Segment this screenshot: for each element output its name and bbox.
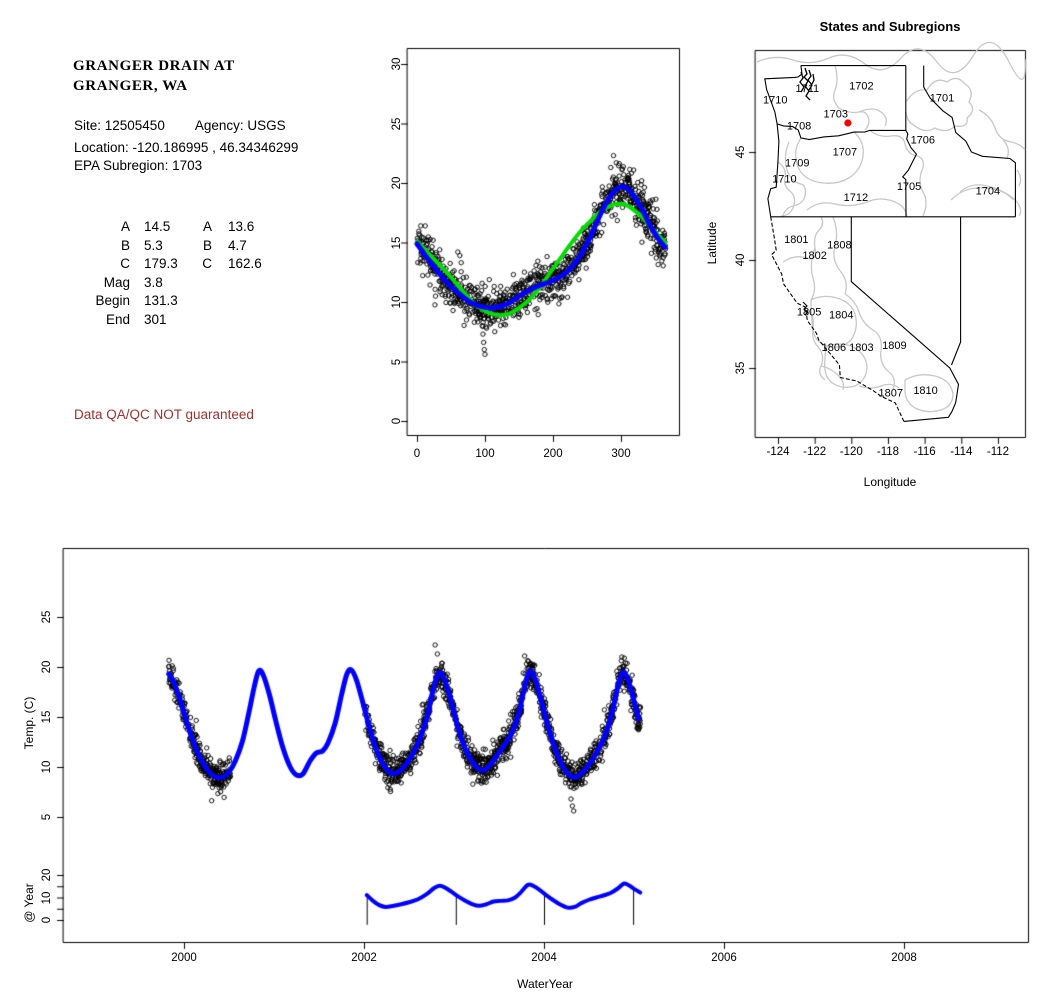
subregion-label-1808: 1808 (827, 239, 851, 251)
param-value: 5.3 (144, 237, 163, 253)
map-dynamic-layer: 1702 1711 1710 1701 1703 1708 1706 1707 1709 1710… (763, 81, 1000, 400)
subregion-label-1801: 1801 (784, 234, 808, 246)
agency: Agency: USGS (194, 118, 286, 133)
epa-subregion-line: EPA Subregion: 1703 (74, 158, 203, 173)
param-row: B 4.7 (196, 237, 262, 256)
param-value: 179.3 (144, 256, 178, 272)
subregion-label-1710: 1710 (772, 174, 796, 186)
param-value: 3.8 (144, 274, 163, 290)
param-value: 162.6 (228, 256, 262, 272)
subregion-label-1807: 1807 (878, 387, 902, 399)
subregion-label-1705: 1705 (897, 181, 921, 193)
param-row: C 179.3 (72, 255, 178, 274)
subregion-label-1806: 1806 (822, 342, 846, 354)
state-borders (764, 65, 1016, 422)
param-label: End (105, 311, 130, 327)
param-row: Mag 3.8 (72, 274, 178, 293)
subregion-label-1809: 1809 (882, 340, 906, 352)
param-row: C 162.6 (196, 255, 262, 274)
param-row: A 14.5 (72, 218, 178, 237)
fit-parameters-col1: A 14.5 B 5.3 C 179.3 Mag 3.8 Begin 131.3 End 301 (72, 218, 178, 330)
subregion-label-1712: 1712 (844, 192, 868, 204)
subregion-label-1805: 1805 (797, 306, 821, 318)
location-line: Location: -120.186995 , 46.34346299 (74, 140, 299, 155)
nv-ut-az-border (950, 216, 962, 366)
subregion-label-1707: 1707 (833, 147, 857, 159)
subregion-label-1804: 1804 (829, 310, 853, 322)
param-label: B (202, 237, 212, 253)
ca-nv-border (850, 216, 960, 422)
subregion-label-1701: 1701 (930, 93, 954, 105)
subregion-label-1710: 1710 (763, 95, 787, 107)
subregion-label-1702: 1702 (849, 81, 873, 93)
coastline-north (764, 65, 803, 217)
subregion-label-1706: 1706 (911, 135, 935, 147)
fit-parameters-col2: A 13.6 B 4.7 C 162.6 (196, 218, 262, 274)
param-row: B 5.3 (72, 237, 178, 256)
param-value: 13.6 (228, 219, 255, 234)
param-label: C (120, 256, 130, 272)
wa-id-or-border (901, 65, 918, 217)
site-location-dot (844, 119, 852, 127)
subregion-label-1802: 1802 (802, 250, 826, 262)
param-label: A (120, 219, 130, 234)
states-subregions-map: 1702 1711 1710 1701 1703 1708 1706 1707 1709 1710… (756, 41, 1026, 422)
sf-bay-inlet (802, 301, 809, 316)
site-agency-line: Site: 12505450 Agency: USGS (74, 118, 286, 133)
qaqc-warning: Data QA/QC NOT guaranteed (74, 407, 254, 422)
subregion-label-1708: 1708 (787, 121, 811, 133)
station-title: GRANGER DRAIN AT GRANGER, WA (73, 56, 235, 96)
param-label: Mag (103, 274, 130, 290)
wa-or-border (776, 123, 906, 141)
subregion-label-1810: 1810 (913, 385, 937, 397)
station-title-line2: GRANGER, WA (73, 78, 188, 94)
param-row: End 301 (72, 311, 178, 330)
param-value: 4.7 (228, 237, 247, 253)
param-label: B (120, 237, 130, 253)
param-value: 14.5 (144, 219, 171, 234)
param-value: 131.3 (144, 293, 178, 309)
subregion-label-1709: 1709 (785, 157, 809, 169)
param-row: A 13.6 (196, 218, 262, 237)
param-row: Begin 131.3 (72, 292, 178, 311)
subregion-label-1803: 1803 (849, 342, 873, 354)
param-label: Begin (95, 293, 130, 309)
subregion-label-1703: 1703 (823, 109, 847, 121)
param-label: C (202, 256, 212, 272)
station-title-line1: GRANGER DRAIN AT (73, 58, 235, 74)
param-label: A (202, 219, 212, 234)
site-id: Site: 12505450 (74, 118, 165, 133)
map-title: States and Subregions (819, 19, 961, 34)
id-mt-border (923, 65, 1016, 217)
subregion-borders (756, 41, 1026, 413)
param-value: 301 (144, 311, 167, 327)
coastline-california (770, 216, 905, 422)
subregion-label-1704: 1704 (976, 185, 1000, 197)
subregion-label-1711: 1711 (795, 83, 819, 95)
puget-sound-inlets (799, 67, 815, 101)
